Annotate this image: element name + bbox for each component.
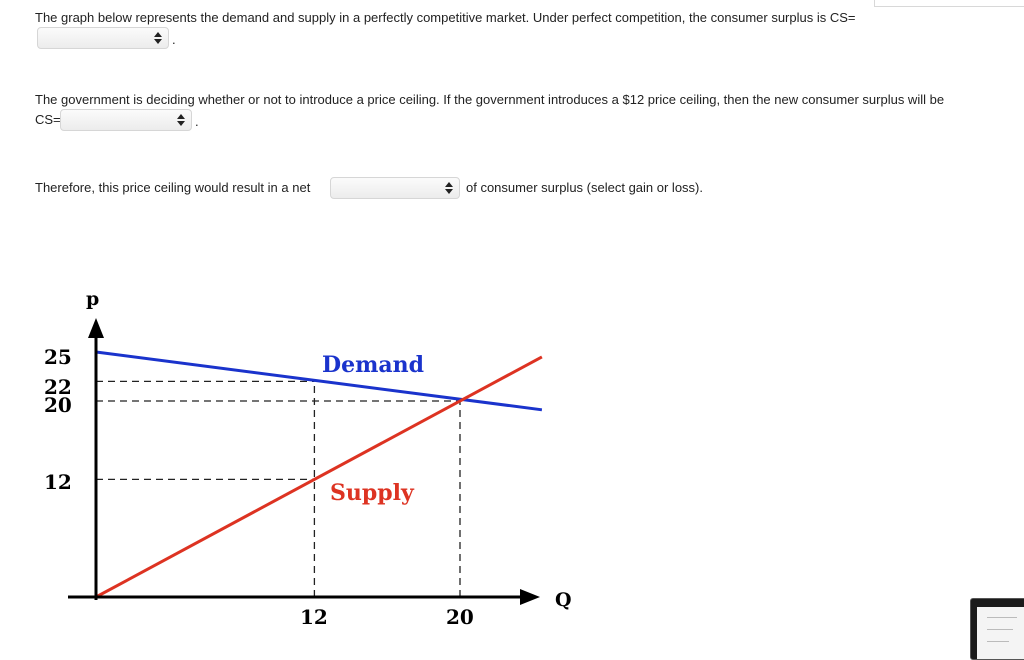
new-cs-select[interactable] [60,109,192,131]
select-arrows-icon [445,182,453,194]
x-tick-12: 12 [300,605,328,629]
y-tick-25: 25 [44,345,72,369]
question2-suffix: . [195,114,199,129]
x-axis-arrow-icon [520,589,540,605]
y-tick-22: 22 [44,375,72,399]
supply-label: Supply [330,480,415,506]
demand-label: Demand [322,352,424,378]
thumbnail-inner [977,607,1024,659]
thumbnail-line [987,617,1017,618]
thumbnail-line [987,641,1009,642]
y-tick-20: 20 [44,393,72,417]
y-axis-label: p [86,288,99,310]
question3-prefix: Therefore, this price ceiling would resu… [35,180,311,195]
supply-curve [95,355,543,599]
x-tick-20: 20 [446,605,474,629]
thumbnail-line [987,629,1013,630]
question3-suffix: of consumer surplus (select gain or loss… [466,180,703,195]
question1-text: The graph below represents the demand an… [35,10,856,25]
question1-suffix: . [172,32,176,47]
select-arrows-icon [154,32,162,44]
top-input-box [874,0,1024,7]
thumbnail-preview[interactable] [970,598,1024,660]
y-tick-12: 12 [44,470,72,494]
gain-loss-select[interactable] [330,177,460,199]
question2-text: The government is deciding whether or no… [35,92,945,107]
demand-curve [95,350,543,412]
select-arrows-icon [177,114,185,126]
x-axis-label: Q [555,589,572,611]
y-axis-arrow-icon [88,318,104,338]
question2-cs-label: CS= [35,112,61,127]
cs-select[interactable] [37,27,169,49]
